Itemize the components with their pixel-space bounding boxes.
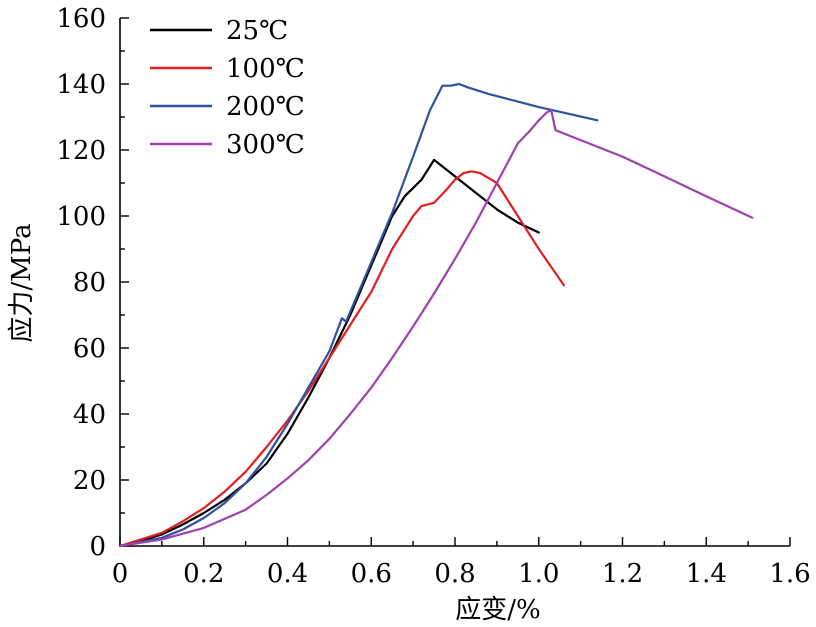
series-line-3 [118, 82, 599, 548]
x-tick-label: 1.2 [602, 559, 643, 589]
x-tick-label: 0.6 [351, 559, 392, 589]
series-line-2 [118, 170, 566, 548]
x-tick-label: 0 [112, 559, 129, 589]
series-line-1 [118, 158, 540, 548]
y-tick-label: 80 [73, 268, 106, 298]
legend-label-3: 200℃ [226, 92, 305, 122]
y-tick-label: 120 [56, 136, 106, 166]
y-tick-label: 100 [56, 202, 106, 232]
series-layer [118, 82, 754, 548]
x-tick-label: 0.4 [267, 559, 308, 589]
y-tick-label: 20 [73, 466, 106, 496]
legend-label-4: 300℃ [226, 130, 305, 160]
x-tick-label: 0.8 [434, 559, 475, 589]
y-tick-label: 140 [56, 70, 106, 100]
y-tick-label: 60 [73, 334, 106, 364]
x-tick-label: 1.6 [769, 559, 810, 589]
x-axis-title: 应变/% [455, 595, 540, 625]
axes: 0 20 40 60 80 100 120 140 160 0 0.2 0.4 0.6 0.8 1.0 1.2… [56, 4, 810, 589]
legend-label-2: 100℃ [226, 54, 305, 84]
x-tick-label: 1.0 [518, 559, 559, 589]
y-tick-label: 40 [73, 400, 106, 430]
x-tick-label: 1.4 [686, 559, 727, 589]
legend-label-1: 25℃ [226, 16, 288, 46]
series-line-4 [118, 109, 754, 548]
x-tick-label: 0.2 [183, 559, 224, 589]
legend: 25℃ 100℃ 200℃ 300℃ [150, 16, 305, 160]
y-axis-title: 应力/MPa [7, 223, 37, 342]
y-tick-label: 0 [89, 532, 106, 562]
y-tick-label: 160 [56, 4, 106, 34]
